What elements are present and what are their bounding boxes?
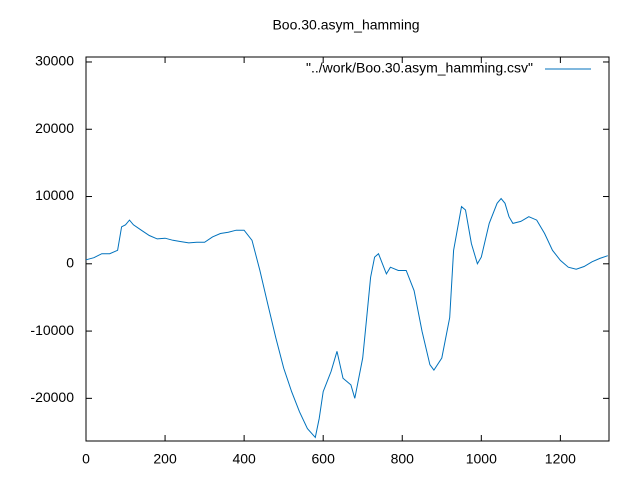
data-line — [85, 197, 608, 439]
y-tick-label: 20000 — [35, 120, 74, 136]
y-tick-label: -10000 — [30, 322, 74, 338]
y-tick-label: -20000 — [30, 389, 74, 405]
legend-label: "../work/Boo.30.asym_hamming.csv" — [306, 60, 533, 76]
x-tick-label: 600 — [312, 451, 336, 467]
x-tick-label: 400 — [232, 451, 256, 467]
y-tick-label: 0 — [66, 255, 74, 271]
plot-frame — [85, 56, 610, 442]
y-tick-label: 10000 — [35, 187, 74, 203]
y-tick-label: 30000 — [35, 53, 74, 69]
x-tick-label: 0 — [82, 451, 90, 467]
x-tick-label: 200 — [153, 451, 177, 467]
x-tick-label: 800 — [391, 451, 415, 467]
x-tick-label: 1200 — [545, 451, 576, 467]
x-tick-label: 1000 — [466, 451, 497, 467]
chart-title: Boo.30.asym_hamming — [272, 17, 419, 33]
